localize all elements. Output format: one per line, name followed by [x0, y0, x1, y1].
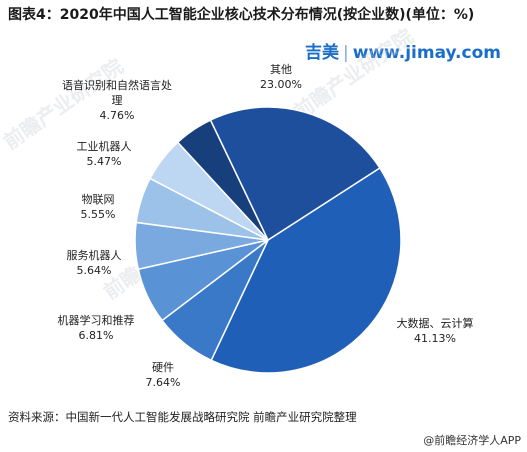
watermark-brand-name: 吉美 — [305, 43, 339, 63]
pie-slices — [134, 106, 402, 374]
background-watermark-text: 前瞻产业研究院 — [289, 24, 417, 124]
app-watermark: @前瞻经济学人APP — [423, 434, 521, 447]
pie-slice — [209, 106, 381, 242]
source-note: 资料来源：中国新一代人工智能发展战略研究院 前瞻产业研究院整理 — [8, 410, 357, 424]
slice-value-label: 4.76% — [100, 109, 135, 122]
slice-label: 硬件 — [152, 361, 174, 374]
slice-label: 其他 — [270, 63, 292, 76]
chart-title: 图表4：2020年中国人工智能企业核心技术分布情况(按企业数)(单位：%) — [8, 7, 475, 23]
slice-value-label: 7.64% — [146, 376, 181, 389]
slice-label: 物联网 — [82, 192, 115, 206]
slice-value-label: 5.47% — [87, 155, 122, 168]
slice-value-label: 5.64% — [77, 264, 112, 277]
slice-label: 语音识别和自然语言处 — [62, 78, 172, 92]
slice-value-label: 6.81% — [79, 329, 114, 342]
slice-label: 理 — [112, 94, 123, 107]
slice-label: 工业机器人 — [77, 139, 132, 153]
slice-value-label: 23.00% — [260, 78, 302, 91]
watermark-brand: 吉美 | www.jimay.com — [305, 43, 501, 63]
pie-slice — [210, 166, 402, 374]
slice-labels: 大数据、云计算 41.13% 硬件 7.64% 机器学习和推荐 6.81% 服务机器人 5.6… — [58, 63, 474, 389]
slice-label: 服务机器人 — [67, 248, 122, 262]
slice-value-label: 5.55% — [81, 208, 116, 221]
slice-label: 机器学习和推荐 — [58, 313, 135, 327]
slice-value-label: 41.13% — [414, 332, 456, 345]
watermark-site: www.jimay.com — [352, 43, 501, 63]
slice-label: 大数据、云计算 — [397, 316, 474, 330]
